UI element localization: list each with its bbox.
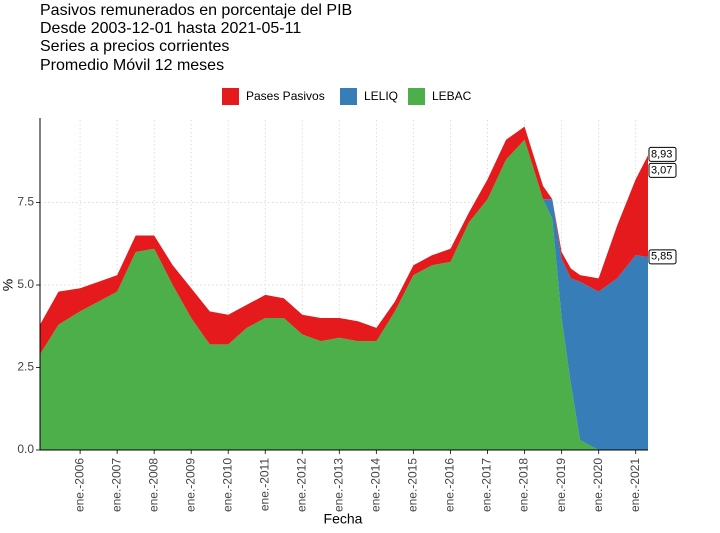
legend-swatch [408,88,425,105]
x-tick-label: ene.-2020 [591,458,605,512]
label-box [648,249,677,265]
x-tick-label: ene.-2016 [443,458,457,512]
x-tick-label: ene.-2018 [517,458,531,512]
legend-label: LELIQ [364,89,398,103]
y-tick-label: 7.5 [17,195,34,209]
legend-swatch [222,88,239,105]
y-tick-label: 5.0 [17,277,34,291]
area [40,139,648,451]
x-tick-label: ene.-2008 [146,458,160,512]
x-tick-label: ene.-2013 [332,458,346,512]
y-tick-label: 2.5 [17,360,34,374]
chart-subtitle: Series a precios corrientes [40,38,229,55]
legend-swatch [340,88,357,105]
x-tick-label: ene.-2012 [295,458,309,512]
chart-title: Pasivos remunerados en porcentaje del PI… [40,2,352,19]
label-box [648,146,677,162]
y-axis-label: % [0,279,16,291]
x-tick-label: ene.-2015 [406,458,420,512]
x-tick-label: ene.-2009 [183,458,197,512]
area [40,139,648,451]
x-tick-label: ene.-2014 [369,458,383,512]
data-label: 5,85 [651,251,672,263]
x-axis-label: Fecha [324,511,363,527]
x-tick-label: ene.-2007 [109,458,123,512]
x-tick-label: ene.-2017 [480,458,494,512]
y-tick-label: 0.0 [17,442,34,456]
x-tick-label: ene.-2021 [628,458,642,512]
data-label: 8,93 [651,148,672,160]
x-tick-label: ene.-2011 [257,458,271,511]
x-tick-label: ene.-2019 [554,458,568,512]
chart-subtitle: Desde 2003-12-01 hasta 2021-05-11 [40,20,301,37]
label-box [648,162,677,178]
legend-label: Pases Pasivos [246,89,325,103]
data-label: 3,07 [651,164,672,176]
x-tick-label: ene.-2010 [220,458,234,512]
chart-subtitle: Promedio Móvil 12 meses [40,57,224,74]
legend-label: LEBAC [432,89,472,103]
area [40,126,648,355]
x-tick-label: ene.-2006 [72,458,86,512]
